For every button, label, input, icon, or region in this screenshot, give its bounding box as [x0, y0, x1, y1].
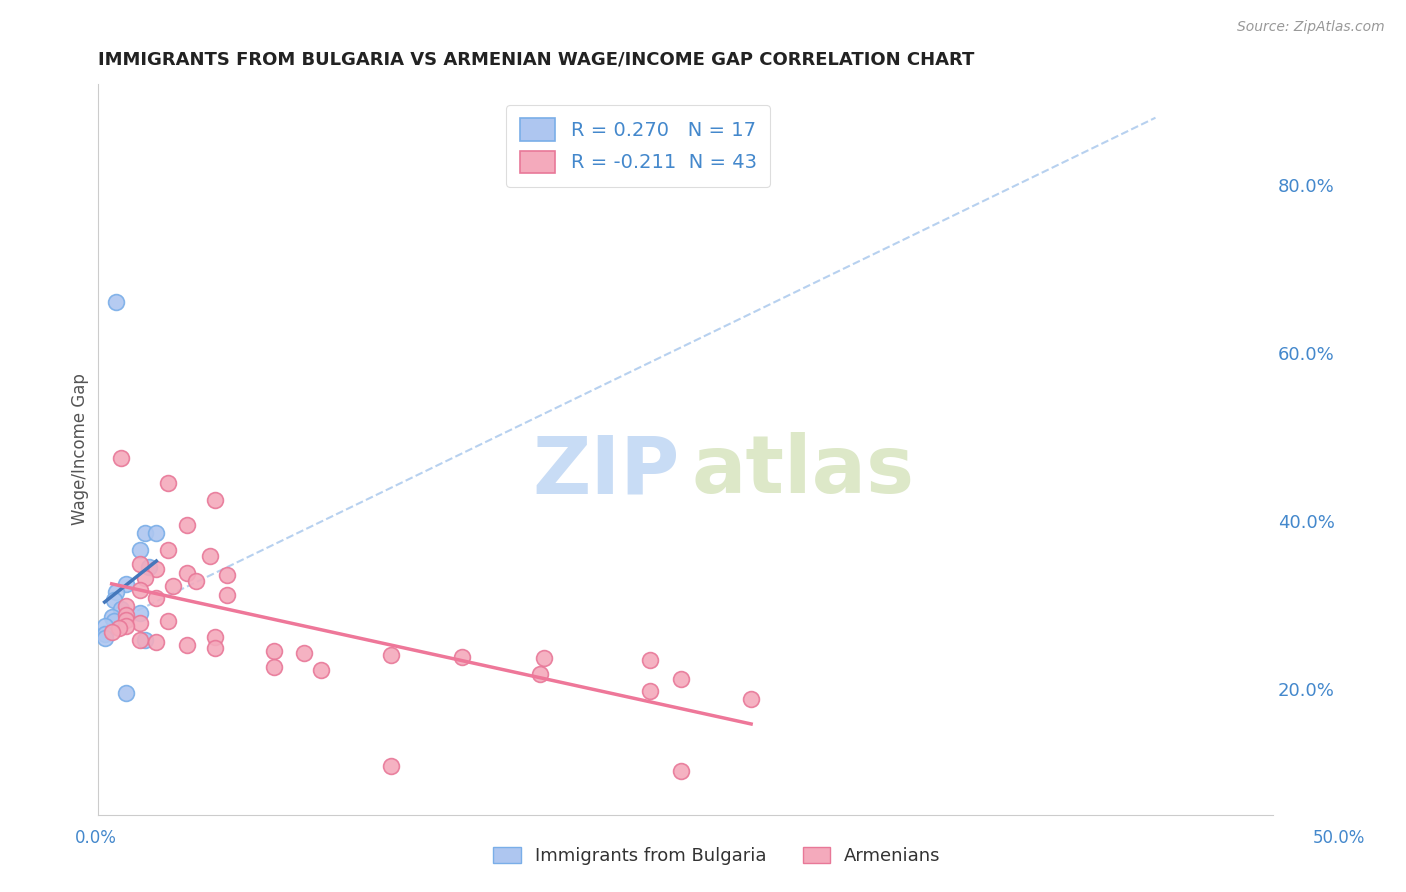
Point	[134, 571, 156, 585]
Point	[128, 632, 150, 647]
Point	[669, 672, 692, 686]
Point	[176, 517, 198, 532]
Point	[114, 686, 136, 700]
Point	[100, 610, 122, 624]
Point	[294, 646, 316, 660]
Point	[105, 295, 128, 310]
Point	[186, 574, 208, 589]
Legend: R = 0.270   N = 17, R = -0.211  N = 43: R = 0.270 N = 17, R = -0.211 N = 43	[506, 104, 770, 186]
Point	[638, 653, 661, 667]
Point	[669, 764, 692, 778]
Text: IMMIGRANTS FROM BULGARIA VS ARMENIAN WAGE/INCOME GAP CORRELATION CHART: IMMIGRANTS FROM BULGARIA VS ARMENIAN WAG…	[97, 51, 974, 69]
Point	[114, 613, 136, 627]
Point	[128, 558, 150, 572]
Point	[114, 599, 136, 614]
Point	[215, 588, 238, 602]
Point	[93, 632, 115, 646]
Point	[93, 618, 115, 632]
Y-axis label: Wage/Income Gap: Wage/Income Gap	[72, 374, 89, 525]
Point	[162, 579, 184, 593]
Point	[263, 660, 285, 674]
Point	[128, 606, 150, 620]
Point	[145, 526, 167, 541]
Point	[176, 566, 198, 580]
Point	[533, 651, 555, 665]
Point	[128, 582, 150, 597]
Text: 0.0%: 0.0%	[75, 829, 117, 847]
Point	[145, 635, 167, 649]
Point	[93, 627, 115, 641]
Point	[105, 585, 128, 599]
Point	[204, 492, 226, 507]
Point	[215, 568, 238, 582]
Point	[128, 616, 150, 631]
Text: 50.0%: 50.0%	[1312, 829, 1365, 847]
Point	[200, 549, 222, 563]
Text: ZIP: ZIP	[533, 433, 679, 510]
Text: Source: ZipAtlas.com: Source: ZipAtlas.com	[1237, 20, 1385, 34]
Point	[138, 560, 160, 574]
Point	[380, 648, 402, 662]
Point	[145, 562, 167, 576]
Point	[204, 630, 226, 644]
Legend: Immigrants from Bulgaria, Armenians: Immigrants from Bulgaria, Armenians	[486, 839, 948, 872]
Point	[128, 543, 150, 558]
Point	[263, 644, 285, 658]
Point	[451, 649, 474, 664]
Point	[638, 684, 661, 698]
Point	[110, 450, 132, 465]
Point	[134, 526, 156, 541]
Point	[103, 615, 125, 629]
Text: atlas: atlas	[692, 433, 914, 510]
Point	[529, 666, 551, 681]
Point	[204, 641, 226, 656]
Point	[157, 475, 180, 490]
Point	[309, 663, 332, 677]
Point	[176, 638, 198, 652]
Point	[100, 624, 122, 639]
Point	[110, 602, 132, 616]
Point	[114, 576, 136, 591]
Point	[107, 621, 129, 635]
Point	[157, 543, 180, 558]
Point	[114, 607, 136, 622]
Point	[103, 593, 125, 607]
Point	[114, 618, 136, 632]
Point	[134, 632, 156, 647]
Point	[740, 691, 762, 706]
Point	[145, 591, 167, 605]
Point	[157, 615, 180, 629]
Point	[380, 759, 402, 773]
